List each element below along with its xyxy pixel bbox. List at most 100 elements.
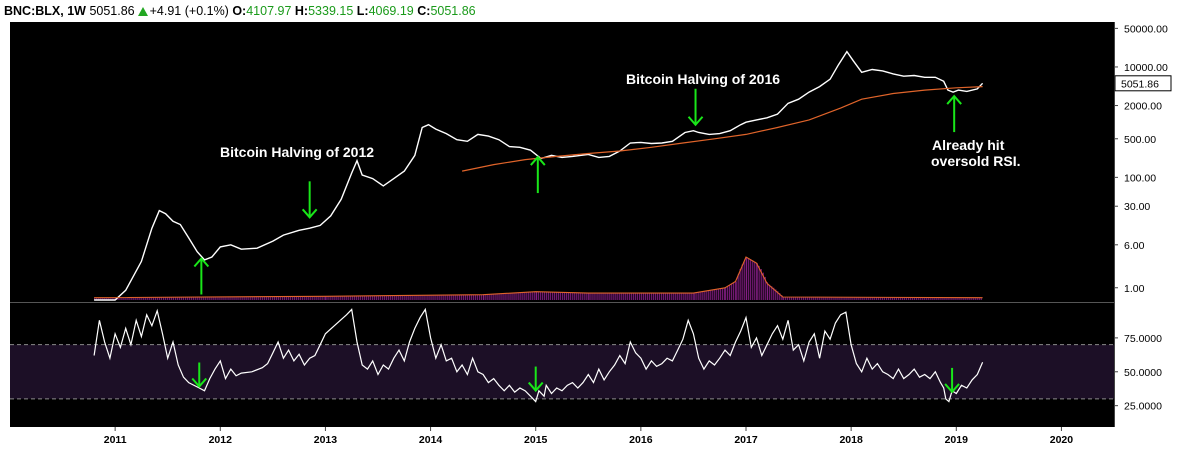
volume-bar (713, 289, 715, 300)
volume-bar (172, 297, 175, 300)
volume-bar (604, 293, 606, 300)
volume-bar (671, 293, 673, 300)
volume-bar (729, 285, 731, 300)
volume-bar (584, 293, 586, 300)
volume-bar (365, 295, 368, 300)
volume-bar (960, 297, 962, 300)
volume-bar (285, 296, 288, 300)
volume-bar (424, 295, 426, 300)
volume-bar (681, 293, 683, 300)
volume-bar (612, 293, 614, 300)
volume-bar (831, 297, 833, 300)
time-tick-label: 2016 (629, 434, 653, 446)
volume-bar (665, 293, 667, 300)
volume-bar (837, 297, 839, 300)
volume-bar (580, 292, 582, 300)
volume-bar (460, 294, 462, 300)
up-triangle-icon (137, 7, 148, 16)
symbol-label[interactable]: BNC:BLX, 1W (4, 4, 86, 18)
price-tick-label: 1.00 (1124, 283, 1145, 295)
volume-bar (265, 296, 267, 300)
rsi-tick-label: 50.0000 (1124, 367, 1162, 379)
volume-bar (622, 293, 624, 300)
volume-bar (215, 297, 217, 300)
volume-bar (948, 297, 950, 300)
volume-bar (164, 297, 167, 300)
volume-bar (861, 297, 863, 300)
price-tick-label: 500.00 (1124, 134, 1156, 146)
volume-bar (699, 292, 701, 300)
volume-bar (515, 292, 517, 300)
open-value: 4107.97 (246, 4, 292, 18)
tick-layer: 50000.00 10000.00 2000.00 500.00 100.00 30.00… (104, 23, 1168, 446)
time-axis[interactable] (10, 427, 1114, 460)
volume-bar (519, 292, 521, 300)
volume-bar (134, 297, 136, 300)
time-tick-label: 2015 (524, 434, 548, 446)
volume-bar (428, 295, 430, 300)
volume-bar (851, 297, 853, 300)
volume-bar (120, 297, 122, 300)
volume-bar (687, 293, 689, 300)
volume-bar (505, 293, 507, 300)
volume-bar (775, 289, 777, 300)
volume-bar (574, 292, 576, 300)
volume-bar (160, 297, 162, 300)
volume-bar (174, 297, 177, 300)
volume-bar (187, 297, 189, 300)
volume-bar (803, 297, 805, 300)
volume-bar (102, 297, 104, 300)
volume-bar (517, 292, 519, 300)
volume-bar (213, 297, 215, 300)
volume-bar (253, 296, 255, 300)
volume-bar (936, 297, 938, 300)
rsi-tick-label: 75.0000 (1124, 333, 1162, 345)
volume-bar (197, 297, 199, 300)
volume-bar (719, 288, 721, 300)
volume-bar (533, 291, 535, 300)
volume-bar (495, 293, 497, 300)
volume-bar (304, 296, 306, 300)
volume-bar (106, 297, 108, 300)
volume-bar (472, 294, 475, 300)
volume-bar (474, 294, 477, 300)
volume-average-line (94, 256, 983, 299)
volume-bar (972, 297, 974, 300)
volume-bar (547, 292, 550, 300)
price-tick-label: 30.00 (1124, 201, 1150, 213)
volume-bar (400, 295, 402, 300)
volume-bar (324, 296, 326, 300)
volume-bar (910, 297, 912, 300)
volume-bar (104, 297, 106, 300)
volume-bar (178, 297, 181, 300)
volume-bar (889, 297, 892, 300)
open-label: O: (232, 4, 247, 18)
price-pane[interactable] (10, 22, 1114, 302)
volume-bar (241, 296, 243, 300)
volume-bar (275, 296, 278, 300)
volume-bar (223, 296, 225, 300)
volume-bar (513, 292, 515, 300)
time-tick-label: 2012 (209, 434, 233, 446)
volume-bar (883, 297, 885, 300)
volume-bar (410, 295, 412, 300)
volume-bar (950, 297, 952, 300)
volume-bar (576, 292, 578, 300)
volume-bar (182, 297, 185, 300)
volume-bar (239, 296, 241, 300)
volume-bar (914, 297, 916, 300)
volume-bar (958, 297, 960, 300)
volume-bar (636, 293, 638, 300)
volume-bar (478, 294, 481, 300)
volume-bar (881, 297, 883, 300)
volume-bar (281, 296, 284, 300)
volume-bar (582, 292, 584, 300)
volume-bar (375, 295, 378, 300)
price-tick-label: 2000.00 (1124, 101, 1162, 113)
volume-bar (891, 297, 894, 300)
volume-bar (640, 293, 643, 300)
volume-bar (602, 293, 604, 300)
volume-bar (402, 295, 404, 300)
volume-bar (782, 297, 785, 300)
